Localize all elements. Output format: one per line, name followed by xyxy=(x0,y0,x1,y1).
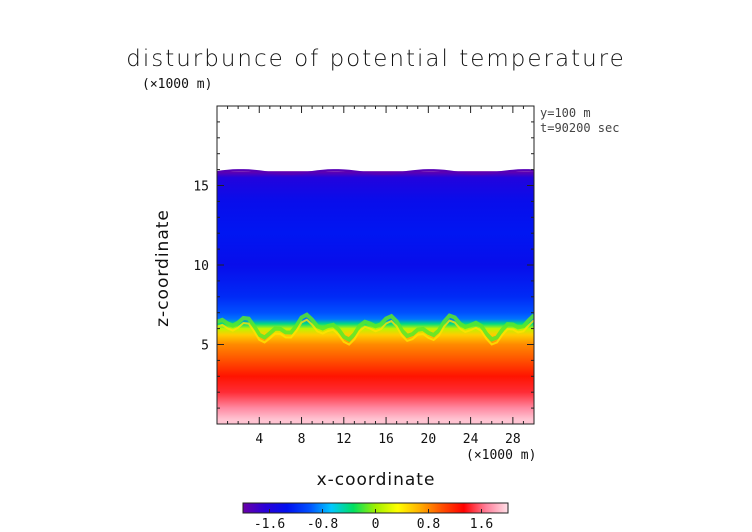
transition-band xyxy=(217,312,534,342)
heatmap-field xyxy=(217,169,534,424)
transition-band-warm xyxy=(217,318,534,346)
annotation-block: y=100 m t=90200 sec xyxy=(540,106,619,136)
x-tick-label: 12 xyxy=(336,432,352,447)
colorbar-tick-label: -0.8 xyxy=(307,517,338,532)
annotation-t: t=90200 sec xyxy=(540,121,620,135)
x-tick-label: 24 xyxy=(463,432,479,447)
x-tick-label: 4 xyxy=(255,432,263,447)
x-tick-label: 8 xyxy=(298,432,306,447)
colorbar-tick-label: 0 xyxy=(372,517,380,532)
x-axis-unit: (×1000 m) xyxy=(466,448,537,463)
y-tick-label: 10 xyxy=(193,259,209,274)
chart-title: disturbunce of potential temperature xyxy=(126,46,626,72)
x-tick-label: 20 xyxy=(421,432,437,447)
x-tick-label: 28 xyxy=(505,432,521,447)
axis-ticks: 4 8 12 16 20 24 28 5 10 15 xyxy=(193,106,534,447)
x-tick-label: 16 xyxy=(378,432,394,447)
x-axis-label: x-coordinate xyxy=(316,470,436,490)
colorbar: -1.6 -0.8 0 0.8 1.6 xyxy=(242,502,509,532)
y-axis-unit: (×1000 m) xyxy=(142,77,213,92)
colorbar-tick-label: -1.6 xyxy=(254,517,285,532)
colorbar-tick-label: 1.6 xyxy=(470,517,493,532)
field-body xyxy=(217,171,534,424)
y-tick-label: 5 xyxy=(201,339,209,354)
y-tick-label: 15 xyxy=(193,180,209,195)
annotation-y: y=100 m xyxy=(540,106,591,120)
colorbar-tick-label: 0.8 xyxy=(417,517,440,532)
data-top-edge xyxy=(217,169,534,175)
